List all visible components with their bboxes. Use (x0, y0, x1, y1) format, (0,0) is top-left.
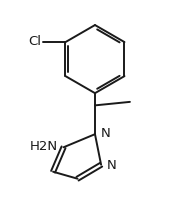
Text: N: N (101, 127, 111, 140)
Text: N: N (107, 159, 117, 172)
Text: H2N: H2N (29, 140, 57, 153)
Text: Cl: Cl (28, 35, 41, 48)
